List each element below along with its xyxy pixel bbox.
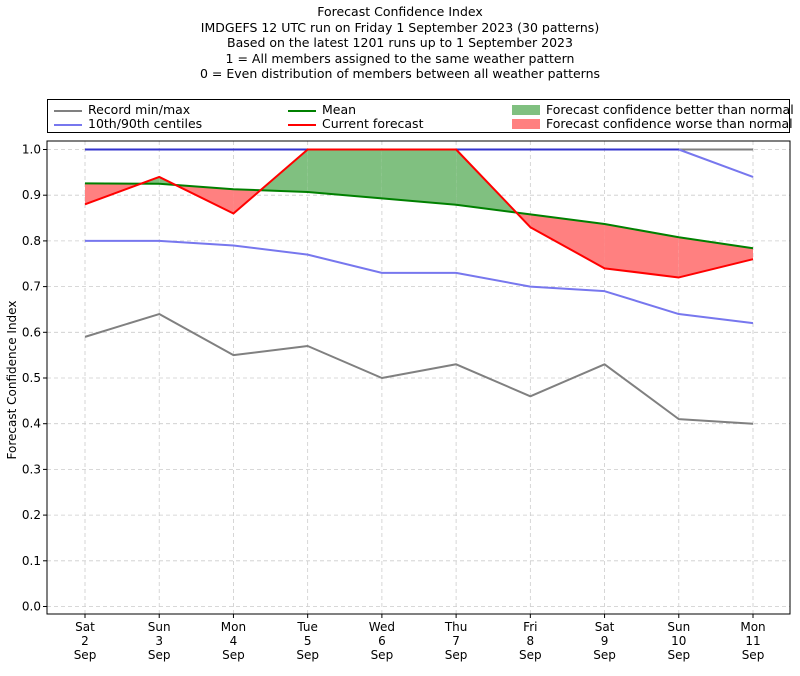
y-tick-label: 0.2 xyxy=(22,508,41,522)
legend-swatch-better xyxy=(512,105,540,115)
x-tick-label-line: Sun xyxy=(667,620,690,634)
y-tick-label: 0.9 xyxy=(22,188,41,202)
x-tick-label: Thu 7 Sep xyxy=(444,620,468,662)
current-forecast-line xyxy=(84,148,754,279)
y-tick-label: 0.0 xyxy=(22,600,41,614)
y-tick-label: 0.7 xyxy=(22,280,41,294)
x-tick-label: Sat 9 Sep xyxy=(593,620,616,662)
x-tick-label-line: Sep xyxy=(148,648,171,662)
x-tick-label-line: 10 xyxy=(671,634,686,648)
y-tick-label: 0.4 xyxy=(22,417,41,431)
x-tick-label-line: 3 xyxy=(155,634,163,648)
legend-label-mean: Mean xyxy=(322,102,357,117)
x-tick-label: Sun 10 Sep xyxy=(667,620,690,662)
legend-swatch-worse xyxy=(512,119,540,129)
x-tick-label-line: 6 xyxy=(378,634,386,648)
legend-label-centiles: 10th/90th centiles xyxy=(88,116,203,131)
x-tick-label-line: Sep xyxy=(222,648,245,662)
x-tick-label: Fri 8 Sep xyxy=(519,620,542,662)
x-tick-label: Sun 3 Sep xyxy=(148,620,171,662)
worse-than-normal-fill xyxy=(530,214,605,269)
x-tick-label-line: Tue xyxy=(296,620,318,634)
chart-subtitle-run: IMDGEFS 12 UTC run on Friday 1 September… xyxy=(200,19,600,35)
record-min-line xyxy=(84,313,754,425)
x-tick-label-line: Sat xyxy=(75,620,95,634)
x-tick-label-line: Sun xyxy=(148,620,171,634)
y-axis-label: Forecast Confidence Index xyxy=(5,300,19,460)
x-tick-label-line: Thu xyxy=(444,620,468,634)
chart-title-block: Forecast Confidence Index IMDGEFS 12 UTC… xyxy=(0,4,800,82)
x-tick-label-line: Sep xyxy=(74,648,97,662)
legend-swatch-record xyxy=(54,110,82,112)
x-tick-label-line: 5 xyxy=(304,634,312,648)
y-tick-label: 0.6 xyxy=(22,325,41,339)
y-tick-label: 0.8 xyxy=(22,234,41,248)
worse-than-normal-fill xyxy=(678,237,753,278)
x-tick-label-line: Sat xyxy=(595,620,615,634)
x-tick-label-line: Sep xyxy=(742,648,765,662)
x-tick-label-line: Sep xyxy=(371,648,394,662)
y-tick-label: 0.1 xyxy=(22,554,41,568)
legend-label-worse: Forecast confidence worse than normal xyxy=(546,116,793,131)
grid-layer xyxy=(47,141,790,614)
x-tick-label: Mon 11 Sep xyxy=(740,620,765,662)
line-layer xyxy=(84,148,754,425)
legend-swatch-current xyxy=(288,124,316,126)
x-tick-label-line: Sep xyxy=(445,648,468,662)
x-tick-label-line: Sep xyxy=(667,648,690,662)
x-tick-label-line: Sep xyxy=(519,648,542,662)
y-tick-label: 0.3 xyxy=(22,462,41,476)
x-tick-label-line: Mon xyxy=(740,620,765,634)
chart-subtitle-one: 1 = All members assigned to the same wea… xyxy=(225,50,575,66)
x-tick-label-line: 2 xyxy=(81,634,89,648)
x-tick-label-line: Sep xyxy=(593,648,616,662)
x-tick-label-line: 7 xyxy=(452,634,460,648)
x-tick-label-line: Wed xyxy=(369,620,395,634)
x-tick-label: Sat 2 Sep xyxy=(74,620,97,662)
legend-swatch-centiles xyxy=(54,124,82,126)
y-tick-label: 0.5 xyxy=(22,371,41,385)
x-tick-label-line: 9 xyxy=(601,634,609,648)
fill-layer xyxy=(85,149,753,278)
x-tick-label-line: Mon xyxy=(221,620,246,634)
x-tick-label: Mon 4 Sep xyxy=(221,620,246,662)
x-tick-label-line: 4 xyxy=(230,634,238,648)
x-tick-label-line: 11 xyxy=(745,634,760,648)
legend-label-better: Forecast confidence better than normal xyxy=(546,102,794,117)
worse-than-normal-fill xyxy=(604,223,679,278)
y-tick-label: 1.0 xyxy=(22,143,41,157)
x-tick-label-line: Fri xyxy=(523,620,537,634)
x-tick-label-line: Sep xyxy=(296,648,319,662)
mean-line xyxy=(84,182,754,250)
legend-swatch-mean xyxy=(288,110,316,112)
legend-label-current: Current forecast xyxy=(322,116,424,131)
chart-subtitle-zero: 0 = Even distribution of members between… xyxy=(199,66,601,81)
better-than-normal-fill xyxy=(307,149,382,199)
chart-legend: Record min/max 10th/90th centiles Mean C… xyxy=(47,99,794,133)
x-tick-label: Wed 6 Sep xyxy=(369,620,395,662)
better-than-normal-fill xyxy=(381,149,457,205)
x-tick-label-line: 8 xyxy=(527,634,535,648)
legend-label-record: Record min/max xyxy=(88,102,191,117)
centile-10-line xyxy=(85,239,754,325)
chart-title: Forecast Confidence Index xyxy=(317,4,483,19)
x-tick-label: Tue 5 Sep xyxy=(296,620,319,662)
chart-subtitle-basis: Based on the latest 1201 runs up to 1 Se… xyxy=(227,35,573,50)
